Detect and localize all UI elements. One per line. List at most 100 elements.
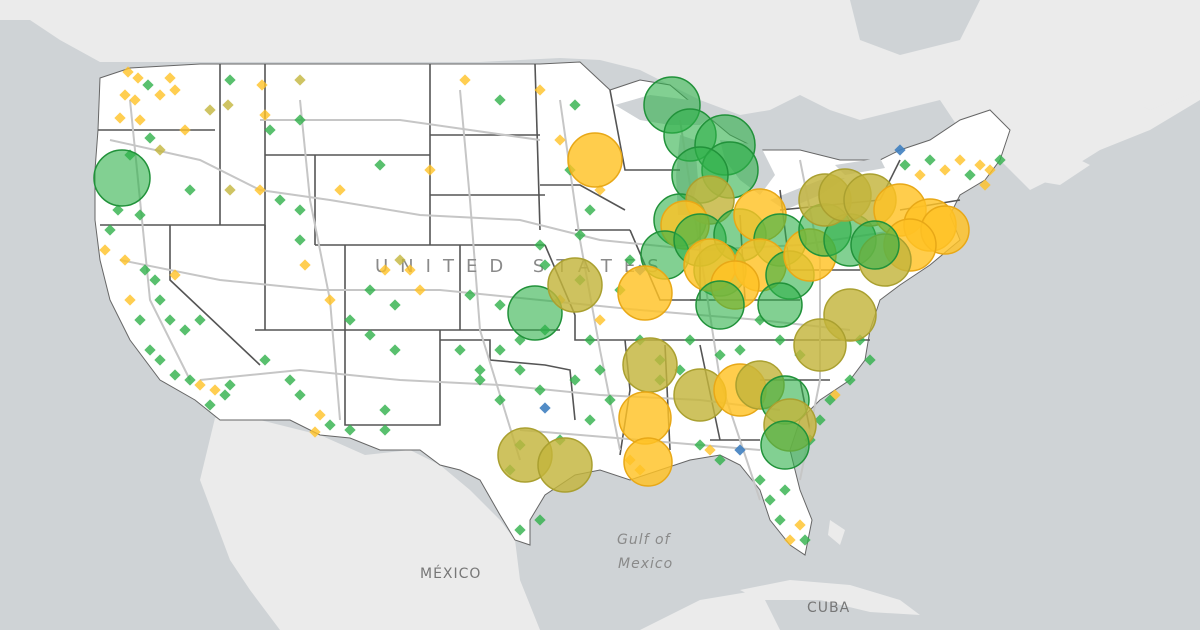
small-site-marker[interactable]	[974, 159, 986, 171]
small-site-marker[interactable]	[224, 379, 236, 391]
small-site-marker[interactable]	[334, 184, 346, 196]
small-site-marker[interactable]	[294, 234, 306, 246]
small-site-marker[interactable]	[224, 184, 236, 196]
small-site-marker[interactable]	[424, 164, 436, 176]
large-site-marker[interactable]	[695, 280, 745, 330]
small-site-marker[interactable]	[194, 314, 206, 326]
small-site-marker[interactable]	[309, 426, 321, 438]
small-site-marker[interactable]	[154, 144, 166, 156]
small-site-marker[interactable]	[219, 389, 231, 401]
small-site-marker[interactable]	[594, 364, 606, 376]
small-site-marker[interactable]	[584, 204, 596, 216]
small-site-marker[interactable]	[764, 494, 776, 506]
small-site-marker[interactable]	[714, 349, 726, 361]
small-site-marker[interactable]	[364, 284, 376, 296]
small-site-marker[interactable]	[514, 524, 526, 536]
small-site-marker[interactable]	[414, 284, 426, 296]
small-site-marker[interactable]	[494, 394, 506, 406]
small-site-marker[interactable]	[139, 264, 151, 276]
small-site-marker[interactable]	[779, 484, 791, 496]
small-site-marker[interactable]	[344, 314, 356, 326]
small-site-marker[interactable]	[924, 154, 936, 166]
small-site-marker[interactable]	[954, 154, 966, 166]
small-site-marker[interactable]	[209, 384, 221, 396]
large-site-marker[interactable]	[850, 220, 900, 270]
small-site-marker[interactable]	[144, 132, 156, 144]
small-site-marker[interactable]	[514, 364, 526, 376]
small-site-marker[interactable]	[704, 444, 716, 456]
small-site-marker[interactable]	[379, 264, 391, 276]
small-site-marker[interactable]	[574, 229, 586, 241]
small-site-marker[interactable]	[464, 289, 476, 301]
large-site-marker[interactable]	[623, 437, 673, 487]
small-site-marker[interactable]	[894, 144, 906, 156]
small-site-marker[interactable]	[454, 344, 466, 356]
small-site-marker[interactable]	[539, 259, 551, 271]
large-site-marker[interactable]	[93, 149, 151, 207]
small-site-marker[interactable]	[794, 519, 806, 531]
small-site-marker[interactable]	[324, 419, 336, 431]
small-site-marker[interactable]	[604, 394, 616, 406]
large-site-marker[interactable]	[507, 285, 563, 341]
small-site-marker[interactable]	[184, 184, 196, 196]
small-site-marker[interactable]	[389, 299, 401, 311]
small-site-marker[interactable]	[694, 439, 706, 451]
small-site-marker[interactable]	[864, 354, 876, 366]
small-site-marker[interactable]	[274, 194, 286, 206]
small-site-marker[interactable]	[584, 414, 596, 426]
small-site-marker[interactable]	[684, 334, 696, 346]
small-site-marker[interactable]	[474, 364, 486, 376]
small-site-marker[interactable]	[734, 344, 746, 356]
small-site-marker[interactable]	[584, 334, 596, 346]
small-site-marker[interactable]	[494, 344, 506, 356]
small-site-marker[interactable]	[534, 384, 546, 396]
small-site-marker[interactable]	[169, 269, 181, 281]
small-site-marker[interactable]	[824, 394, 836, 406]
small-site-marker[interactable]	[294, 389, 306, 401]
small-site-marker[interactable]	[624, 254, 636, 266]
large-site-marker[interactable]	[617, 265, 673, 321]
small-site-marker[interactable]	[364, 329, 376, 341]
small-site-marker[interactable]	[534, 239, 546, 251]
small-site-marker[interactable]	[379, 424, 391, 436]
large-site-marker[interactable]	[757, 282, 803, 328]
small-site-marker[interactable]	[299, 259, 311, 271]
small-site-marker[interactable]	[899, 159, 911, 171]
large-site-marker[interactable]	[622, 337, 678, 393]
small-site-marker[interactable]	[569, 374, 581, 386]
small-site-marker[interactable]	[994, 154, 1006, 166]
small-site-marker[interactable]	[534, 514, 546, 526]
small-site-marker[interactable]	[169, 369, 181, 381]
small-site-marker[interactable]	[734, 444, 746, 456]
large-site-marker[interactable]	[618, 391, 672, 445]
small-site-marker[interactable]	[134, 209, 146, 221]
small-site-marker[interactable]	[374, 159, 386, 171]
small-site-marker[interactable]	[784, 534, 796, 546]
small-site-marker[interactable]	[184, 374, 196, 386]
small-site-marker[interactable]	[294, 204, 306, 216]
small-site-marker[interactable]	[979, 179, 991, 191]
small-site-marker[interactable]	[144, 344, 156, 356]
small-site-marker[interactable]	[179, 324, 191, 336]
small-site-marker[interactable]	[939, 164, 951, 176]
small-site-marker[interactable]	[394, 254, 406, 266]
small-site-marker[interactable]	[774, 334, 786, 346]
small-site-marker[interactable]	[154, 294, 166, 306]
small-site-marker[interactable]	[164, 314, 176, 326]
small-site-marker[interactable]	[964, 169, 976, 181]
large-site-marker[interactable]	[547, 257, 603, 313]
small-site-marker[interactable]	[774, 514, 786, 526]
small-site-marker[interactable]	[554, 134, 566, 146]
small-site-marker[interactable]	[259, 354, 271, 366]
large-site-marker[interactable]	[760, 420, 810, 470]
small-site-marker[interactable]	[984, 164, 996, 176]
small-site-marker[interactable]	[379, 404, 391, 416]
small-site-marker[interactable]	[494, 299, 506, 311]
large-site-marker[interactable]	[567, 132, 623, 188]
small-site-marker[interactable]	[284, 374, 296, 386]
small-site-marker[interactable]	[404, 264, 416, 276]
small-site-marker[interactable]	[324, 294, 336, 306]
small-site-marker[interactable]	[594, 314, 606, 326]
small-site-marker[interactable]	[194, 379, 206, 391]
small-site-marker[interactable]	[149, 274, 161, 286]
